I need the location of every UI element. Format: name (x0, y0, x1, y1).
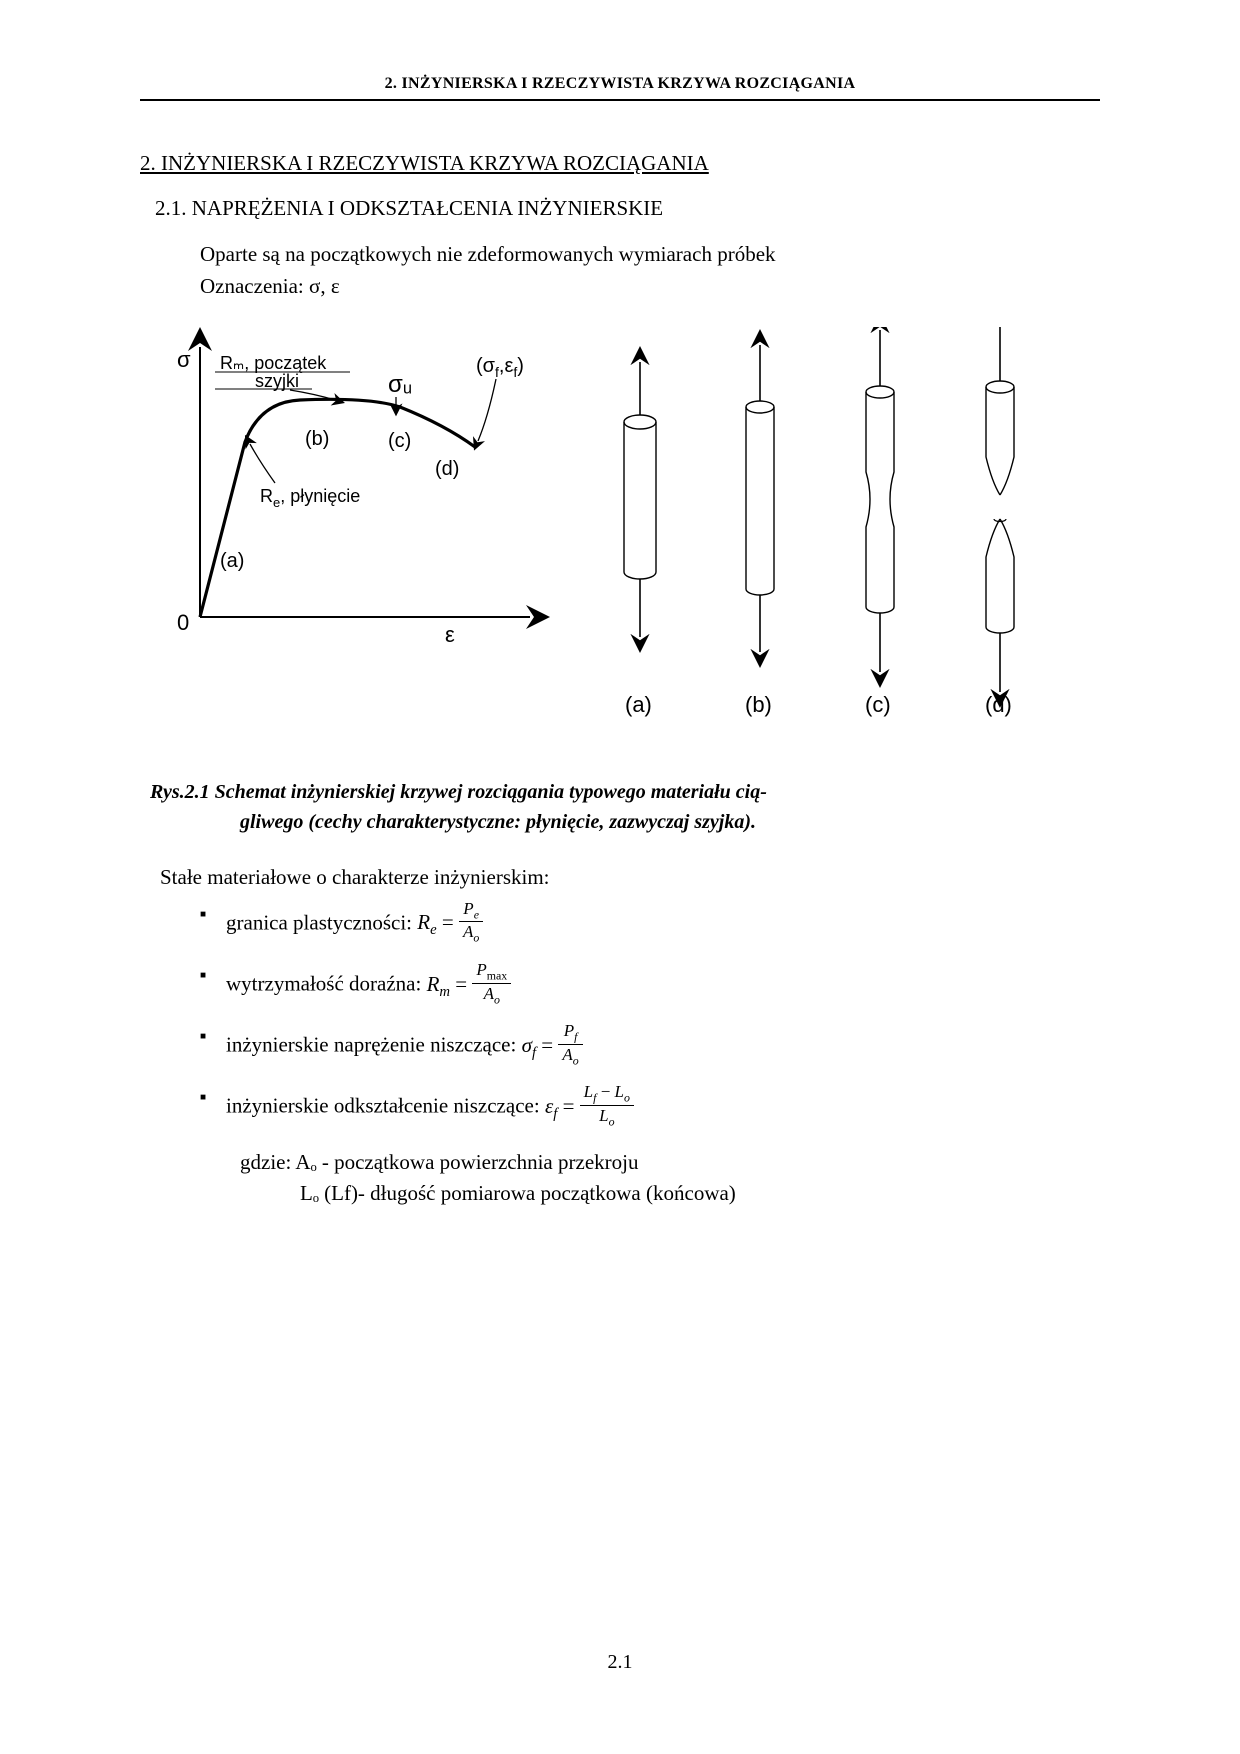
page-number: 2.1 (0, 1651, 1240, 1674)
curve-label-b: (b) (305, 428, 329, 450)
svg-text:(d): (d) (985, 692, 1012, 717)
subsection-title: 2.1. NAPRĘŻENIA I ODKSZTAŁCENIA INŻYNIER… (140, 196, 1100, 221)
caption-prefix: Rys.2.1 (150, 781, 215, 803)
specimen-c: (c) (865, 330, 894, 717)
svg-text:(b): (b) (745, 692, 772, 717)
caption-line2: gliwego (cechy charakterystyczne: płynię… (150, 807, 1090, 837)
curve-label-c: (c) (388, 430, 411, 452)
label-re: Re, płynięcie (260, 486, 360, 510)
origin-label: 0 (177, 610, 189, 635)
section-title: 2. INŻYNIERSKA I RZECZYWISTA KRZYWA ROZC… (140, 151, 1100, 176)
constants-list: granica plastyczności: Re = PeAo wytrzym… (140, 902, 1100, 1131)
label-rm-2: szyjki (255, 371, 299, 391)
page-header: 2. INŻYNIERSKA I RZECZYWISTA KRZYWA ROZC… (140, 75, 1100, 101)
bullet-rm: wytrzymałość doraźna: Rm = PmaxAo (200, 963, 1100, 1008)
axis-label-epsilon: ε (445, 622, 455, 647)
caption-line1: Schemat inżynierskiej krzywej rozciągani… (215, 781, 767, 803)
stress-strain-diagram: σ ε 0 Rₘ, początek szyjki σᵤ (σf,εf) Re,… (140, 327, 1100, 757)
arrow-re (250, 444, 275, 483)
stress-strain-curve (200, 399, 475, 617)
curve-label-d: (d) (435, 458, 459, 480)
label-sigma-f: (σf,εf) (476, 355, 524, 380)
bullet-re: granica plastyczności: Re = PeAo (200, 902, 1100, 947)
axis-label-sigma: σ (177, 347, 191, 372)
svg-text:(c): (c) (865, 692, 891, 717)
label-rm: Rₘ, początek (220, 353, 327, 373)
body-line-2: Oznaczenia: σ, ε (200, 274, 340, 298)
arrow-sigma-f (478, 379, 496, 441)
bullet-sigma-f: inżynierskie naprężenie niszczące: σf = … (200, 1024, 1100, 1069)
where-block: gdzie: Aₒ - początkowa powierzchnia prze… (140, 1147, 1100, 1210)
svg-text:(a): (a) (625, 692, 652, 717)
specimen-d: (d) (985, 327, 1014, 717)
specimen-a: (a) (624, 362, 656, 717)
constants-intro: Stałe materiałowe o charakterze inżynier… (140, 865, 1100, 890)
label-sigma-u: σᵤ (388, 371, 412, 398)
where-line1: gdzie: Aₒ - początkowa powierzchnia prze… (240, 1150, 638, 1174)
bullet-eps-f: inżynierskie odkształcenie niszczące: εf… (200, 1085, 1100, 1130)
intro-paragraph: Oparte są na początkowych nie zdeformowa… (140, 239, 1100, 302)
specimen-b: (b) (745, 345, 774, 717)
figure-2-1: σ ε 0 Rₘ, początek szyjki σᵤ (σf,εf) Re,… (140, 327, 1100, 757)
body-line-1: Oparte są na początkowych nie zdeformowa… (200, 242, 776, 266)
where-line2: Lₒ (Lf)- długość pomiarowa początkowa (k… (240, 1178, 1100, 1210)
figure-caption: Rys.2.1 Schemat inżynierskiej krzywej ro… (140, 777, 1100, 837)
curve-label-a: (a) (220, 550, 244, 572)
